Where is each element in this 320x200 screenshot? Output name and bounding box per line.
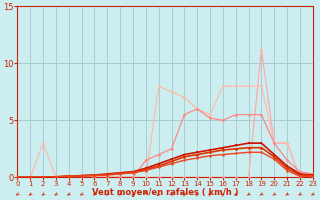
X-axis label: Vent moyen/en rafales ( km/h ): Vent moyen/en rafales ( km/h ) [92,188,238,197]
